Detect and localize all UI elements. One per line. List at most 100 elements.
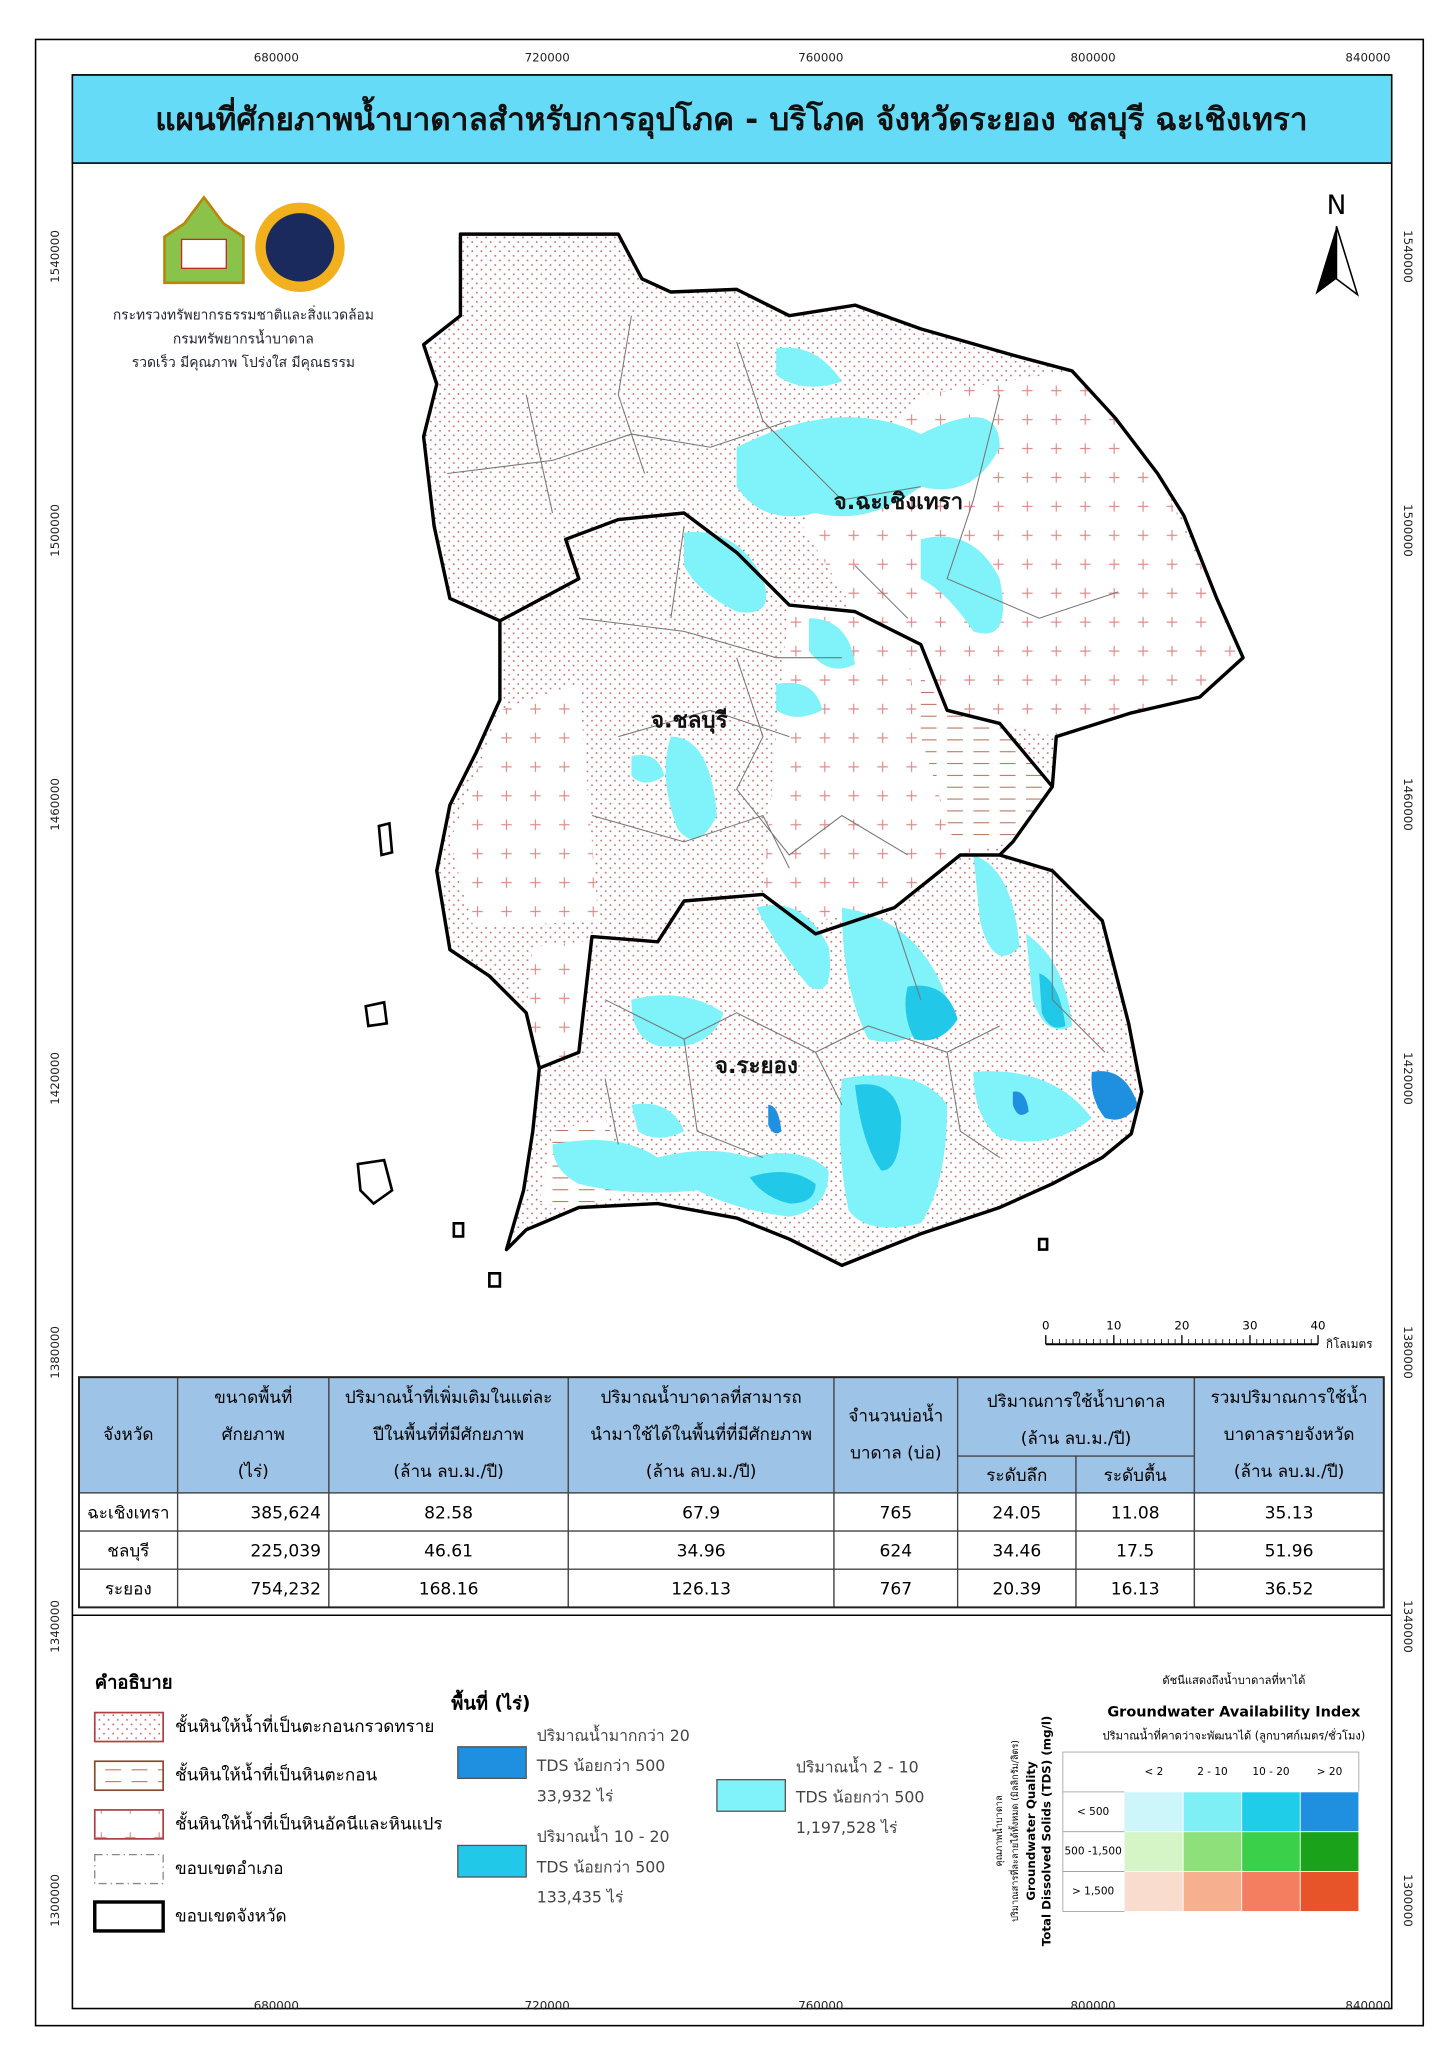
- northing-label: 1460000: [1401, 778, 1415, 831]
- coordinate-labels: 680000 680000 720000 720000 760000 760000 8000…: [48, 50, 1415, 2012]
- province-label: จ.ชลบุรี: [651, 707, 728, 734]
- area-swatch: [457, 1844, 527, 1878]
- table-header-text: (ล้าน ลบ.ม./ปี): [1234, 1462, 1345, 1482]
- region-outline: [421, 232, 1245, 1268]
- north-arrow-left: [1315, 226, 1337, 295]
- table-cell-text: 36.52: [1265, 1580, 1314, 1600]
- north-arrow-right: [1335, 226, 1359, 297]
- potential-10-20: [905, 985, 958, 1041]
- index-column-label: < 2: [1145, 1766, 1164, 1778]
- potential-2-10: [776, 347, 842, 387]
- district-boundaries: [447, 315, 1119, 1158]
- area-class-text: ปริมาณน้ำ 2 - 10: [796, 1755, 919, 1776]
- table-cell: [833, 1492, 959, 1532]
- index-caption: ดัชนีแสดงถึงน้ำบาดาลที่หาได้: [1162, 1672, 1305, 1687]
- index-row-cell: [1062, 1871, 1126, 1912]
- scale-label: 40: [1311, 1318, 1326, 1332]
- scale-label: 0: [1042, 1318, 1050, 1332]
- index-y-title: คุณภาพน้ำบาดาล: [991, 1795, 1005, 1866]
- legend-title: คำอธิบาย: [95, 1673, 173, 1694]
- department-logo-center: [265, 213, 335, 282]
- index-cell: [1241, 1871, 1301, 1912]
- potential-over-20: [1012, 1091, 1029, 1115]
- table-header-cell: [956, 1376, 1196, 1457]
- table-cell-text: 20.39: [992, 1580, 1041, 1600]
- table-cell-text: ฉะเชิงเทรา: [87, 1503, 169, 1523]
- northing-label: 1340000: [48, 1600, 62, 1653]
- table-header-text: ศักยภาพ: [222, 1425, 285, 1445]
- potential-2-10: [684, 531, 767, 613]
- area-class-text: TDS น้อยกว่า 500: [536, 1756, 666, 1775]
- table-cell: [78, 1492, 179, 1532]
- area-class-text: TDS น้อยกว่า 500: [795, 1788, 925, 1807]
- table-cell-text: 35.13: [1265, 1503, 1314, 1523]
- table-header-text: ปริมาณน้ำที่เพิ่มเติมในแต่ละ: [345, 1385, 553, 1408]
- table-header-text: ปริมาณน้ำบาดาลที่สามารถ: [601, 1385, 802, 1408]
- table-header-text: ปริมาณการใช้น้ำบาดาล: [987, 1389, 1166, 1412]
- table-cell: [176, 1492, 330, 1532]
- availability-index: ดัชนีแสดงถึงน้ำบาดาลที่หาได้ Groundwater …: [991, 1672, 1365, 1946]
- potential-2-10: [736, 417, 1000, 517]
- potential-2-10: [631, 755, 665, 783]
- table-header-text: จำนวนบ่อน้ำ: [848, 1404, 943, 1427]
- index-cell: [1124, 1871, 1184, 1912]
- legend-item-label: ชั้นหินให้น้ำที่เป็นหินตะกอน: [175, 1763, 377, 1786]
- index-cell: [1182, 1871, 1243, 1912]
- legend-swatch: [93, 1760, 165, 1792]
- north-arrow: N: [1315, 191, 1359, 297]
- table-header-text: นำมาใช้ได้ในพื้นที่ที่มีศักยภาพ: [590, 1422, 812, 1445]
- table-cell: [1075, 1492, 1196, 1532]
- index-y-title: ปริมาณสารที่ละลายได้ทั้งหมด (มิลลิกรัม/ล…: [1007, 1740, 1021, 1922]
- table-cell: [328, 1530, 569, 1570]
- easting-label: 680000: [254, 1998, 299, 2012]
- table-cell-text: 46.61: [424, 1541, 473, 1561]
- index-y-title: Groundwater Quality: [1024, 1761, 1038, 1901]
- easting-label: 680000: [254, 50, 299, 64]
- scale-label: 30: [1242, 1318, 1257, 1332]
- table-header-text: จังหวัด: [103, 1425, 153, 1445]
- table-header-text: (ล้าน ลบ.ม./ปี): [393, 1462, 504, 1482]
- index-title: Groundwater Availability Index: [1107, 1705, 1361, 1721]
- easting-label: 800000: [1071, 50, 1116, 64]
- potential-over-20: [1091, 1071, 1138, 1120]
- potential-2-10: [665, 736, 717, 840]
- table-cell-text: ชลบุรี: [107, 1541, 149, 1561]
- table-cell-text: 82.58: [424, 1503, 473, 1523]
- table-cell-text: ระยอง: [105, 1580, 152, 1600]
- potential-over-20: [768, 1104, 782, 1134]
- table-cell: [1193, 1530, 1385, 1570]
- table-cell-text: 225,039: [250, 1541, 321, 1561]
- area-class-text: 1,197,528 ไร่: [796, 1818, 898, 1837]
- island: [452, 1221, 465, 1238]
- scale-unit: กิโลเมตร: [1326, 1337, 1373, 1351]
- table-header-cell: [833, 1376, 959, 1494]
- legend-item-label: ชั้นหินให้น้ำที่เป็นตะกอนกรวดทราย: [175, 1714, 434, 1737]
- index-row-label: < 500: [1077, 1806, 1109, 1818]
- area-class-text: ปริมาณน้ำ 10 - 20: [537, 1825, 670, 1846]
- index-row-label: 500 -1,500: [1064, 1846, 1121, 1858]
- potential-2-10: [631, 995, 724, 1047]
- index-x-title: ปริมาณน้ำที่คาดว่าจะพัฒนาได้ (ลูกบาศก์เม…: [1103, 1727, 1366, 1742]
- table-cell: [833, 1530, 959, 1570]
- table-cell-text: 126.13: [671, 1580, 731, 1600]
- table-header-text: ปีในพื้นที่ที่มีศักยภาพ: [372, 1422, 524, 1445]
- islands: [356, 821, 1049, 1288]
- table-cell-text: 765: [880, 1503, 913, 1523]
- potential-2-10: [552, 1139, 829, 1217]
- northing-label: 1460000: [48, 778, 62, 831]
- potential-10-20: [749, 1171, 816, 1204]
- northing-label: 1300000: [1401, 1874, 1415, 1927]
- table-cell: [78, 1530, 179, 1570]
- table-cell-text: 767: [880, 1580, 913, 1600]
- scale-label: 10: [1106, 1318, 1121, 1332]
- potential-2-10: [973, 1071, 1092, 1142]
- potential-2-10: [973, 854, 1020, 956]
- area-title: พื้นที่ (ไร่): [451, 1690, 530, 1715]
- index-cell: [1299, 1791, 1360, 1833]
- legend-swatch: [94, 1853, 164, 1885]
- legend: คำอธิบายชั้นหินให้น้ำที่เป็นตะกอนกรวดทรา…: [93, 1673, 925, 1933]
- legend-swatch: [93, 1711, 165, 1743]
- area-swatch: [716, 1779, 786, 1812]
- igneous-area: [526, 940, 592, 1069]
